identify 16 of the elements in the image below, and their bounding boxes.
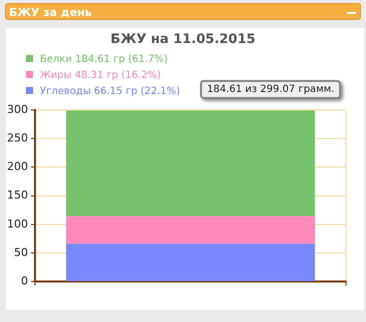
y-tick-label: 50 <box>14 246 28 259</box>
y-tick-label: 250 <box>6 131 28 144</box>
y-tick-label: 200 <box>6 160 28 174</box>
chart-title: БЖУ за день <box>5 3 361 20</box>
legend-label: Углеводы 66.15 гр (22.1%) <box>40 86 180 97</box>
chart-subtitle: БЖУ на 11.05.2015 <box>110 32 256 47</box>
bar <box>66 244 315 282</box>
y-tick-label: 100 <box>6 217 28 230</box>
y-tick-label: 300 <box>6 102 28 116</box>
y-tick-label: 150 <box>6 188 28 202</box>
legend-label: Белки 184.61 гр (61.7%) <box>40 54 168 65</box>
text: 184.61 из 299.07 грамм. <box>200 80 342 99</box>
bar <box>66 216 315 244</box>
legend-label: Жиры 48.31 гр (16.2%) <box>40 70 161 81</box>
y-tick-label: 0 <box>20 274 28 288</box>
bar <box>66 110 315 216</box>
